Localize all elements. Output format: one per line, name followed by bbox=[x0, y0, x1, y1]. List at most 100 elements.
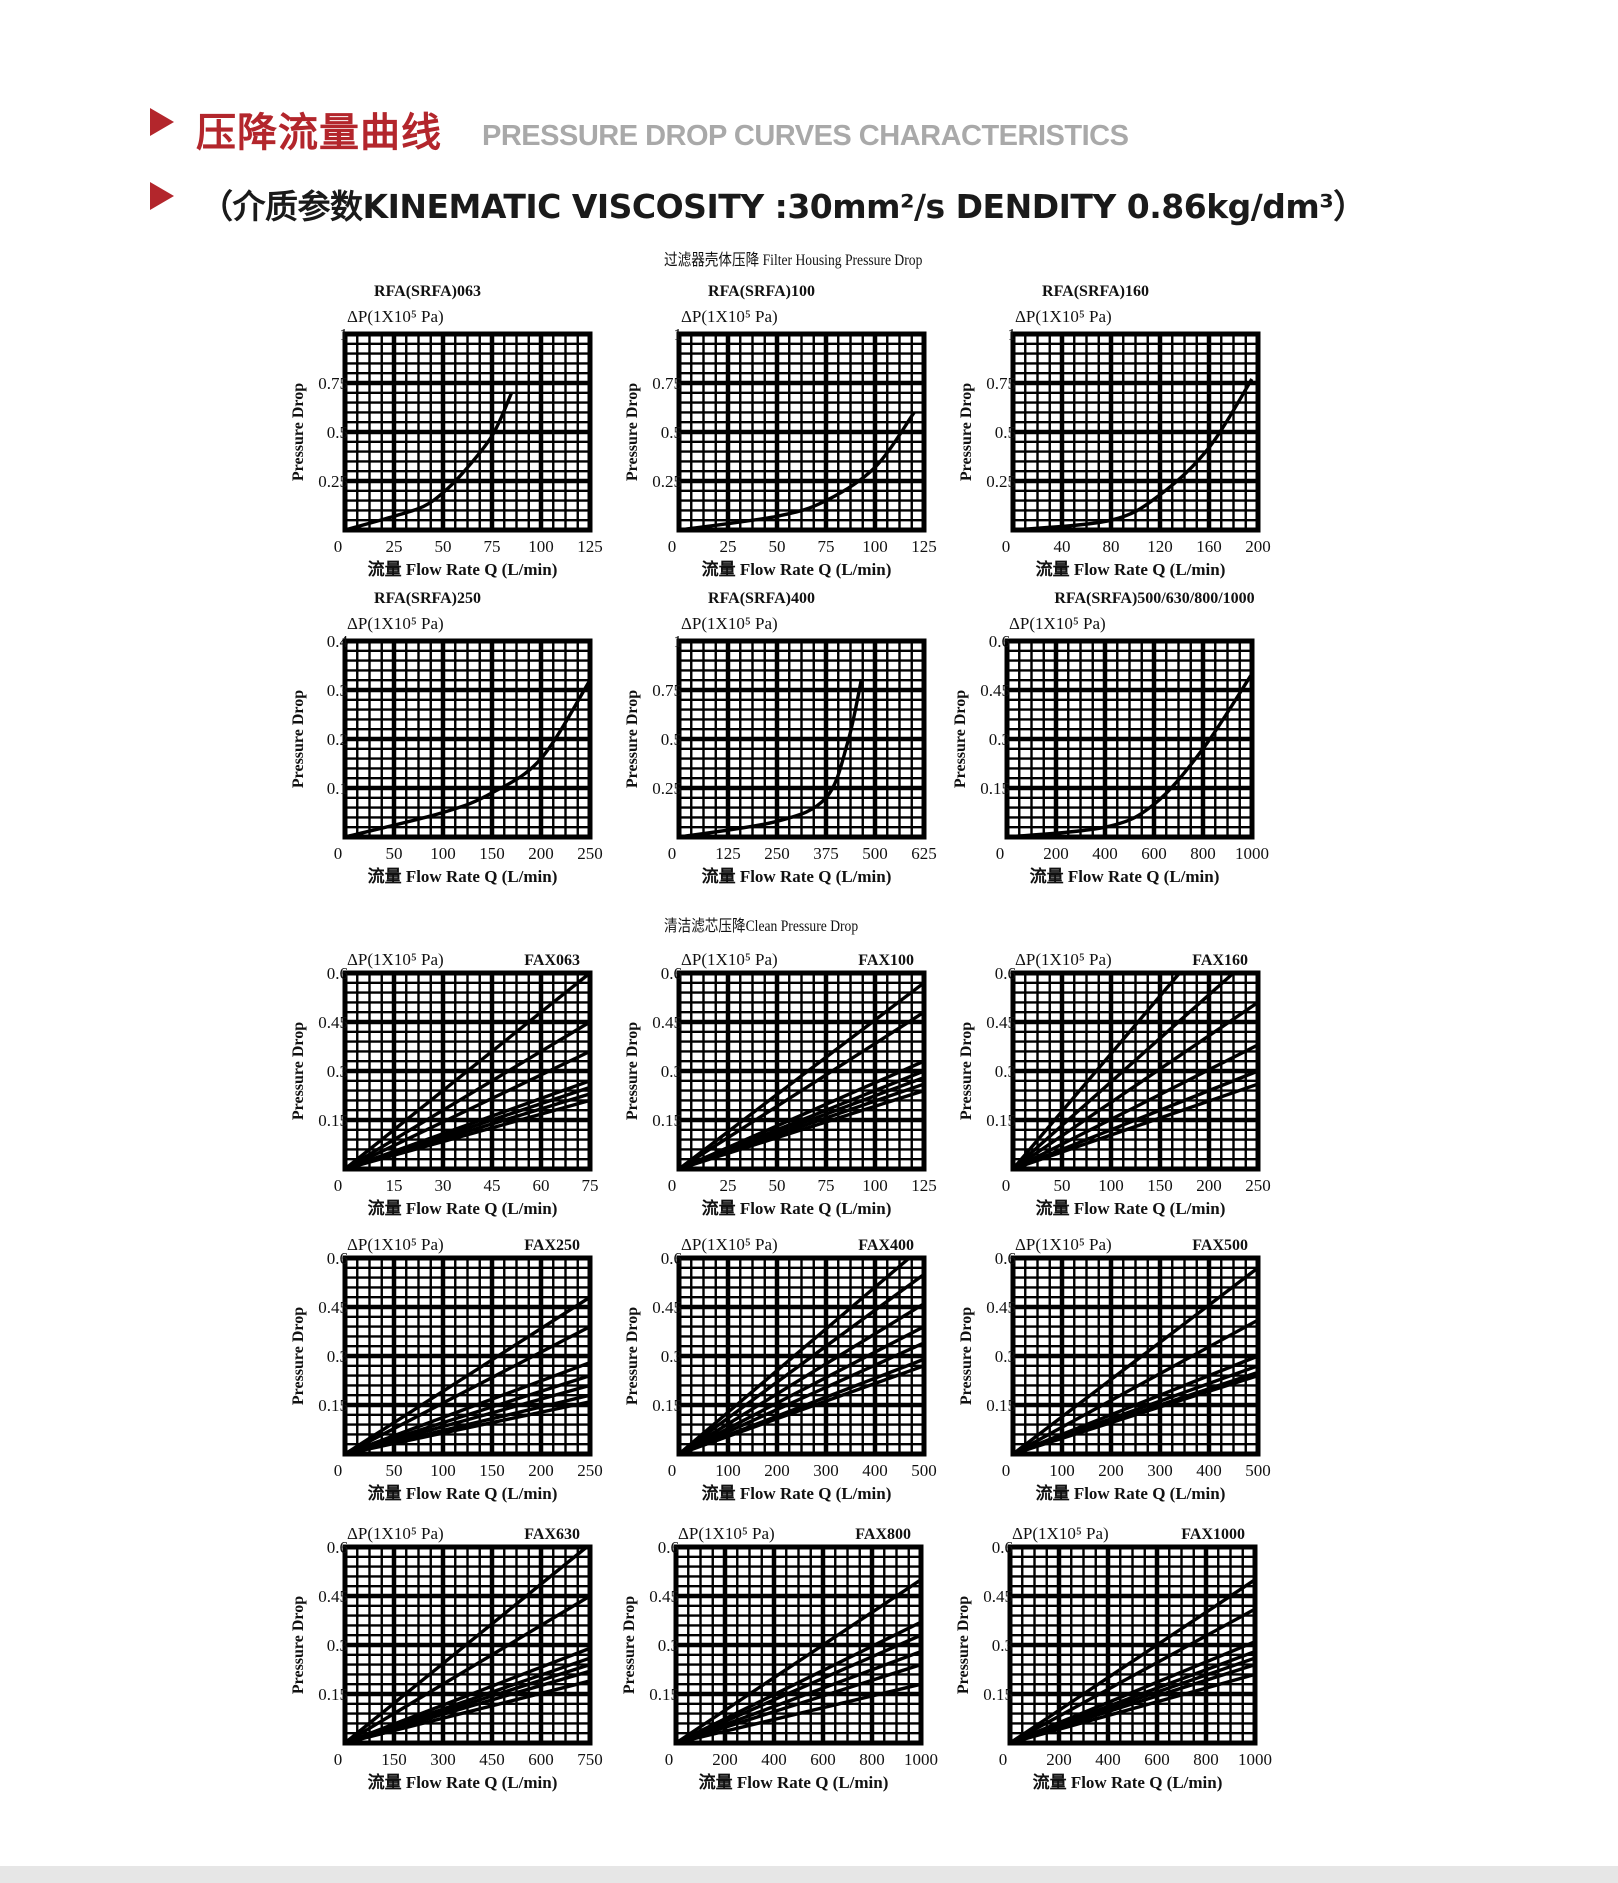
x-axis-label: 流量 Flow Rate Q (L/min) bbox=[368, 866, 558, 886]
chart-title: FAX500 bbox=[1192, 1237, 1248, 1254]
x-tick-label: 0 bbox=[334, 844, 343, 863]
x-tick-label: 0 bbox=[1002, 1176, 1011, 1195]
y-tick-label: 0.15 bbox=[980, 779, 1010, 798]
x-tick-label: 200 bbox=[528, 1461, 554, 1480]
x-tick-label: 150 bbox=[381, 1750, 407, 1769]
x-tick-label: 75 bbox=[818, 1176, 835, 1195]
chart-fax500: 0 100 200 300 400 500 0.15 0.3 0.45 0.6 Pressure D… bbox=[958, 1235, 1271, 1503]
y-axis-label: Pressure Drop bbox=[624, 1307, 641, 1405]
chart-fax800: 0 200 400 600 800 1000 0.15 0.3 0.45 0.6 Pressure … bbox=[621, 1524, 938, 1792]
series-line-3 bbox=[675, 1633, 922, 1745]
series-line-7 bbox=[344, 1679, 591, 1745]
x-tick-label: 200 bbox=[1043, 844, 1069, 863]
x-tick-label: 800 bbox=[1190, 844, 1216, 863]
y-tick-label: 0.15 bbox=[983, 1685, 1013, 1704]
y-tick-label: 0.15 bbox=[318, 1396, 348, 1415]
x-tick-label: 0 bbox=[334, 1461, 343, 1480]
series-line-7 bbox=[678, 1088, 925, 1171]
y-tick-label: 0.3 bbox=[661, 1062, 682, 1081]
x-tick-label: 45 bbox=[484, 1176, 501, 1195]
y-tick-label: 0.3 bbox=[327, 1636, 348, 1655]
x-tick-label: 400 bbox=[761, 1750, 787, 1769]
grid bbox=[1007, 1544, 1258, 1746]
x-tick-label: 50 bbox=[769, 1176, 786, 1195]
x-tick-label: 125 bbox=[911, 537, 937, 556]
x-tick-label: 50 bbox=[386, 1461, 403, 1480]
series-line-6 bbox=[1012, 1082, 1259, 1171]
x-tick-label: 450 bbox=[479, 1750, 505, 1769]
chart-rfa-srfa-063: 0 25 50 75 100 125 0.25 0.5 0.75 1 Pressure Drop 流量… bbox=[290, 283, 603, 579]
chart-rfa-srfa-100: 0 25 50 75 100 125 0.25 0.5 0.75 1 Pressure Drop 流量… bbox=[624, 283, 937, 579]
page-title-en: PRESSURE DROP CURVES CHARACTERISTICS bbox=[482, 120, 1129, 152]
y-axis-label: Pressure Drop bbox=[290, 1596, 307, 1694]
y-tick-label: 0.4 bbox=[327, 632, 349, 651]
x-tick-label: 150 bbox=[479, 844, 505, 863]
series-line-2 bbox=[675, 1620, 922, 1745]
chart-title: RFA(SRFA)400 bbox=[708, 590, 815, 607]
y-tick-label: 0.6 bbox=[658, 1538, 679, 1557]
y-tick-label: 0.45 bbox=[983, 1587, 1013, 1606]
y-unit-label: ΔP(1X10⁵ Pa) bbox=[347, 307, 444, 326]
chart-fax1000: 0 200 400 600 800 1000 0.15 0.3 0.45 0.6 Pressure … bbox=[955, 1524, 1272, 1792]
series-line-1 bbox=[1006, 672, 1254, 839]
y-tick-label: 0.6 bbox=[995, 1249, 1016, 1268]
y-tick-label: 1 bbox=[674, 632, 683, 651]
y-tick-label: 0.15 bbox=[986, 1396, 1016, 1415]
y-tick-label: 1 bbox=[340, 325, 349, 344]
x-axis-label: 流量 Flow Rate Q (L/min) bbox=[1036, 1198, 1226, 1218]
series-line-4 bbox=[675, 1649, 922, 1745]
series-line-4 bbox=[1012, 1043, 1259, 1171]
x-tick-label: 200 bbox=[712, 1750, 738, 1769]
series-line-3 bbox=[678, 1302, 925, 1456]
y-tick-label: 0.6 bbox=[327, 1538, 348, 1557]
series-line-6 bbox=[675, 1682, 922, 1745]
y-tick-label: 0.45 bbox=[318, 1587, 348, 1606]
y-axis-label: Pressure Drop bbox=[621, 1596, 638, 1694]
y-axis-label: Pressure Drop bbox=[624, 1022, 641, 1120]
series-line-3 bbox=[1012, 1000, 1259, 1171]
x-tick-label: 0 bbox=[1002, 1461, 1011, 1480]
series-line-2 bbox=[344, 1020, 591, 1171]
y-unit-label: ΔP(1X10⁵ Pa) bbox=[681, 307, 778, 326]
x-axis-label: 流量 Flow Rate Q (L/min) bbox=[368, 1483, 558, 1503]
x-tick-label: 100 bbox=[862, 1176, 888, 1195]
y-tick-label: 0.6 bbox=[992, 1538, 1013, 1557]
y-axis-label: Pressure Drop bbox=[290, 1022, 307, 1120]
y-axis-label: Pressure Drop bbox=[624, 690, 641, 788]
x-tick-label: 125 bbox=[911, 1176, 937, 1195]
x-axis-label: 流量 Flow Rate Q (L/min) bbox=[1036, 1483, 1226, 1503]
series-line-1 bbox=[343, 1545, 588, 1745]
x-tick-label: 250 bbox=[577, 844, 603, 863]
x-tick-label: 100 bbox=[1098, 1176, 1124, 1195]
series-line-1 bbox=[675, 1578, 922, 1745]
y-tick-label: 0.1 bbox=[327, 779, 348, 798]
series-line-7 bbox=[344, 1098, 591, 1171]
x-tick-label: 100 bbox=[862, 537, 888, 556]
x-tick-label: 0 bbox=[334, 1176, 343, 1195]
series-line-7 bbox=[678, 1364, 925, 1456]
y-tick-label: 1 bbox=[674, 325, 683, 344]
x-tick-label: 0 bbox=[668, 537, 677, 556]
x-tick-label: 600 bbox=[1144, 1750, 1170, 1769]
chart-fax100: 0 25 50 75 100 125 0.15 0.3 0.45 0.6 Pressure Drop… bbox=[624, 950, 937, 1218]
x-tick-label: 80 bbox=[1103, 537, 1120, 556]
series-line-4 bbox=[678, 1325, 925, 1456]
series-line-1 bbox=[678, 411, 916, 532]
chart-rfa-srfa-500-630-800-1000: 0 200 400 600 800 1000 0.15 0.3 0.45 0.6 Pressure … bbox=[952, 590, 1269, 886]
series-line-2 bbox=[344, 1594, 591, 1745]
x-tick-label: 150 bbox=[479, 1461, 505, 1480]
y-tick-label: 0.45 bbox=[980, 681, 1010, 700]
x-axis-label: 流量 Flow Rate Q (L/min) bbox=[702, 1198, 892, 1218]
y-unit-label: ΔP(1X10⁵ Pa) bbox=[1009, 614, 1106, 633]
series-line-1 bbox=[1012, 378, 1254, 532]
x-tick-label: 200 bbox=[764, 1461, 790, 1480]
y-tick-label: 0.45 bbox=[652, 1298, 682, 1317]
x-axis-label: 流量 Flow Rate Q (L/min) bbox=[1033, 1772, 1223, 1792]
y-tick-label: 0.5 bbox=[661, 730, 682, 749]
series-line-1 bbox=[343, 971, 592, 1171]
y-unit-label: ΔP(1X10⁵ Pa) bbox=[1015, 1235, 1112, 1254]
y-tick-label: 0.3 bbox=[995, 1062, 1016, 1081]
x-tick-label: 0 bbox=[999, 1750, 1008, 1769]
y-tick-label: 0.2 bbox=[327, 730, 348, 749]
series-line-5 bbox=[1012, 1069, 1259, 1171]
